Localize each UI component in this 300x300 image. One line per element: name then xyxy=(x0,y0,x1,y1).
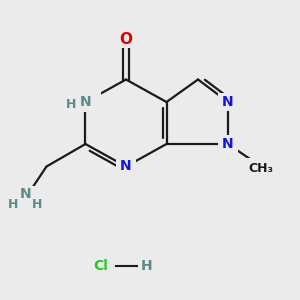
Text: N: N xyxy=(222,95,234,109)
FancyBboxPatch shape xyxy=(116,30,136,48)
Text: N: N xyxy=(222,137,234,151)
FancyBboxPatch shape xyxy=(218,135,238,153)
FancyBboxPatch shape xyxy=(218,93,238,111)
Text: H: H xyxy=(141,259,153,272)
Text: H: H xyxy=(66,98,76,112)
Text: H: H xyxy=(8,197,19,211)
FancyBboxPatch shape xyxy=(70,92,101,112)
Text: N: N xyxy=(20,187,31,200)
Text: O: O xyxy=(119,32,133,46)
FancyBboxPatch shape xyxy=(244,158,278,175)
Text: Cl: Cl xyxy=(93,259,108,272)
Text: N: N xyxy=(80,95,91,109)
Text: CH₃: CH₃ xyxy=(248,161,274,175)
FancyBboxPatch shape xyxy=(116,158,136,175)
FancyBboxPatch shape xyxy=(9,186,42,210)
Text: N: N xyxy=(120,160,132,173)
Text: H: H xyxy=(32,197,43,211)
